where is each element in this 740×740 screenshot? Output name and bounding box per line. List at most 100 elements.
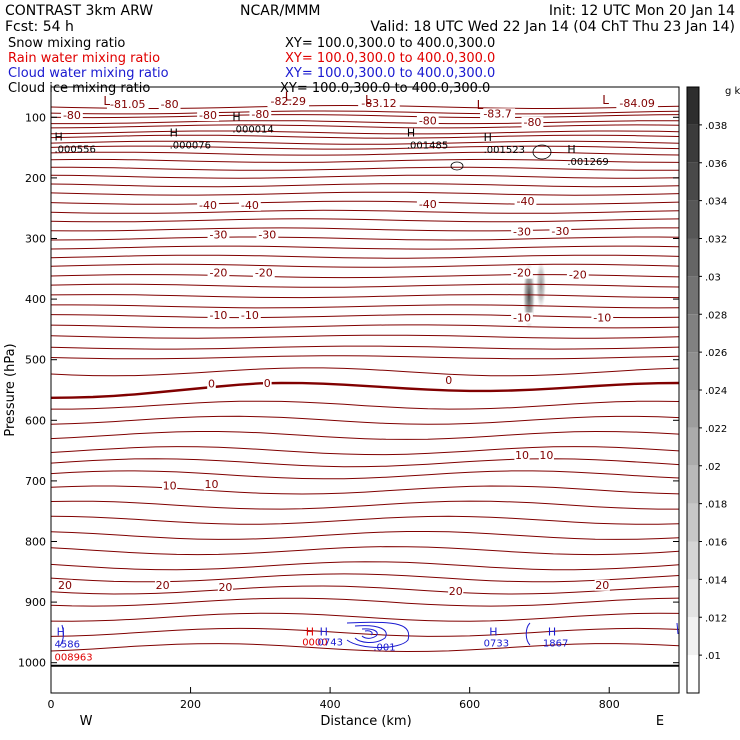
y-tick-label: 1000 <box>18 657 46 670</box>
y-tick-label: 300 <box>25 233 46 246</box>
temperature-label: 0 <box>208 378 215 391</box>
temperature-label: -80 <box>63 109 81 122</box>
isotherm-line <box>50 415 680 425</box>
isotherm-line <box>50 381 680 399</box>
isotherm-line <box>50 145 680 150</box>
isotherm-line <box>51 400 680 410</box>
colorbar-swatch <box>687 162 699 201</box>
field-xy-rain: XY= 100.0,300.0 to 400.0,300.0 <box>285 51 495 66</box>
colorbar: .01 .012 .014 .016 .018 .02 .022 .024 .026 .028 .0… <box>686 86 727 694</box>
isotherm-line <box>50 470 680 480</box>
y-tick-label: 800 <box>25 536 46 549</box>
isotherm-line <box>51 120 679 125</box>
surface-high-marker: H <box>548 625 556 638</box>
colorbar-tick-label: .02 <box>705 462 721 473</box>
isotherm-line <box>50 209 680 214</box>
label-bg <box>207 310 230 322</box>
label-bg <box>252 267 275 279</box>
isotherm-line <box>50 345 680 350</box>
east-label: E <box>656 714 664 729</box>
colorbar-swatch <box>687 655 699 693</box>
isotherm-line <box>50 643 680 653</box>
temperature-label: -40 <box>517 195 535 208</box>
label-bg <box>511 267 533 279</box>
temperature-label: -10 <box>593 312 611 325</box>
colorbar-swatch <box>687 427 699 466</box>
temperature-label: 20 <box>156 579 170 592</box>
valid-label: Valid: 18 UTC Wed 22 Jan 14 (04 ChT Thu … <box>370 19 735 35</box>
label-bg <box>57 579 73 591</box>
init-label: Init: 12 UTC Mon 20 Jan 14 <box>549 3 735 19</box>
high-value-label: .000014 <box>232 125 273 136</box>
colorbar-tick-label: .032 <box>705 235 727 246</box>
ice-contour-loop-2 <box>450 161 464 171</box>
surface-value-label: 1867 <box>543 638 568 649</box>
label-bg <box>511 226 533 238</box>
x-tick-label: 200 <box>180 698 201 711</box>
colorbar-swatch <box>687 238 699 277</box>
label-bg <box>61 110 83 122</box>
temperature-label: -82.29 <box>271 95 306 108</box>
label-bg <box>549 225 572 237</box>
colorbar-tick-label: .01 <box>705 651 721 662</box>
isotherm-line <box>50 627 680 637</box>
high-marker: H <box>567 143 575 156</box>
colorbar-tick-label: .022 <box>705 424 727 435</box>
surface-value-label: 0733 <box>484 638 509 649</box>
temperature-label: -84.09 <box>619 97 654 110</box>
temperature-label: -40 <box>199 199 217 212</box>
x-tick-label: 800 <box>599 698 620 711</box>
colorbar-tick-label: .018 <box>705 500 727 511</box>
ice-contour-loop <box>532 144 552 160</box>
temperature-label: -80 <box>419 115 437 128</box>
temperature-label: -83.12 <box>361 97 396 110</box>
colorbar-tick-label: .03 <box>705 272 721 283</box>
isotherm-line <box>50 254 680 259</box>
isotherm-line <box>50 334 680 339</box>
label-bg <box>566 269 589 281</box>
temperature-label: 0 <box>264 377 271 390</box>
temperature-label: -10 <box>209 309 227 322</box>
label-bg <box>521 116 544 128</box>
x-axis-title: Distance (km) <box>320 714 411 729</box>
surface-high-marker: H <box>306 625 314 638</box>
label-bg <box>207 267 230 279</box>
isotherm-line <box>50 110 680 115</box>
west-label: W <box>80 714 93 729</box>
colorbar-tick-label: .014 <box>705 575 727 586</box>
field-name-rain: Rain water mixing ratio <box>8 51 160 66</box>
isotherm-line <box>50 134 680 139</box>
isotherm-line <box>50 200 680 205</box>
temperature-label: -10 <box>241 309 259 322</box>
isotherm-line <box>50 561 680 571</box>
label-bg <box>106 99 149 111</box>
label-bg <box>416 199 439 211</box>
isotherm-line <box>50 500 679 510</box>
label-bg <box>249 108 272 120</box>
colorbar-units: g kg⁻¹ <box>725 86 740 97</box>
label-bg <box>416 115 439 127</box>
isotherm-line <box>50 585 680 595</box>
colorbar-swatch <box>687 390 699 428</box>
isotherm-line <box>50 227 679 232</box>
temperature-label: 0 <box>445 374 452 387</box>
label-bg <box>238 310 261 322</box>
label-bg <box>256 229 279 241</box>
x-tick-label: 600 <box>459 698 480 711</box>
surface-value-label: 4586 <box>54 640 79 651</box>
high-marker: H <box>407 126 415 139</box>
model-title: CONTRAST 3km ARW <box>5 3 153 19</box>
temperature-label: -83.7 <box>483 107 511 120</box>
y-tick-label: 200 <box>25 172 46 185</box>
isotherm-line <box>50 355 680 360</box>
temperature-label: -30 <box>258 229 276 242</box>
label-bg <box>591 312 614 324</box>
surface-high-marker: H <box>57 625 65 638</box>
label-bg <box>158 99 181 111</box>
isotherm-line <box>50 124 680 129</box>
colorbar-swatch <box>687 541 699 580</box>
label-bg <box>448 585 464 597</box>
label-bg <box>155 579 171 591</box>
temperature-label: -10 <box>513 312 531 325</box>
temperature-label: 20 <box>449 585 463 598</box>
